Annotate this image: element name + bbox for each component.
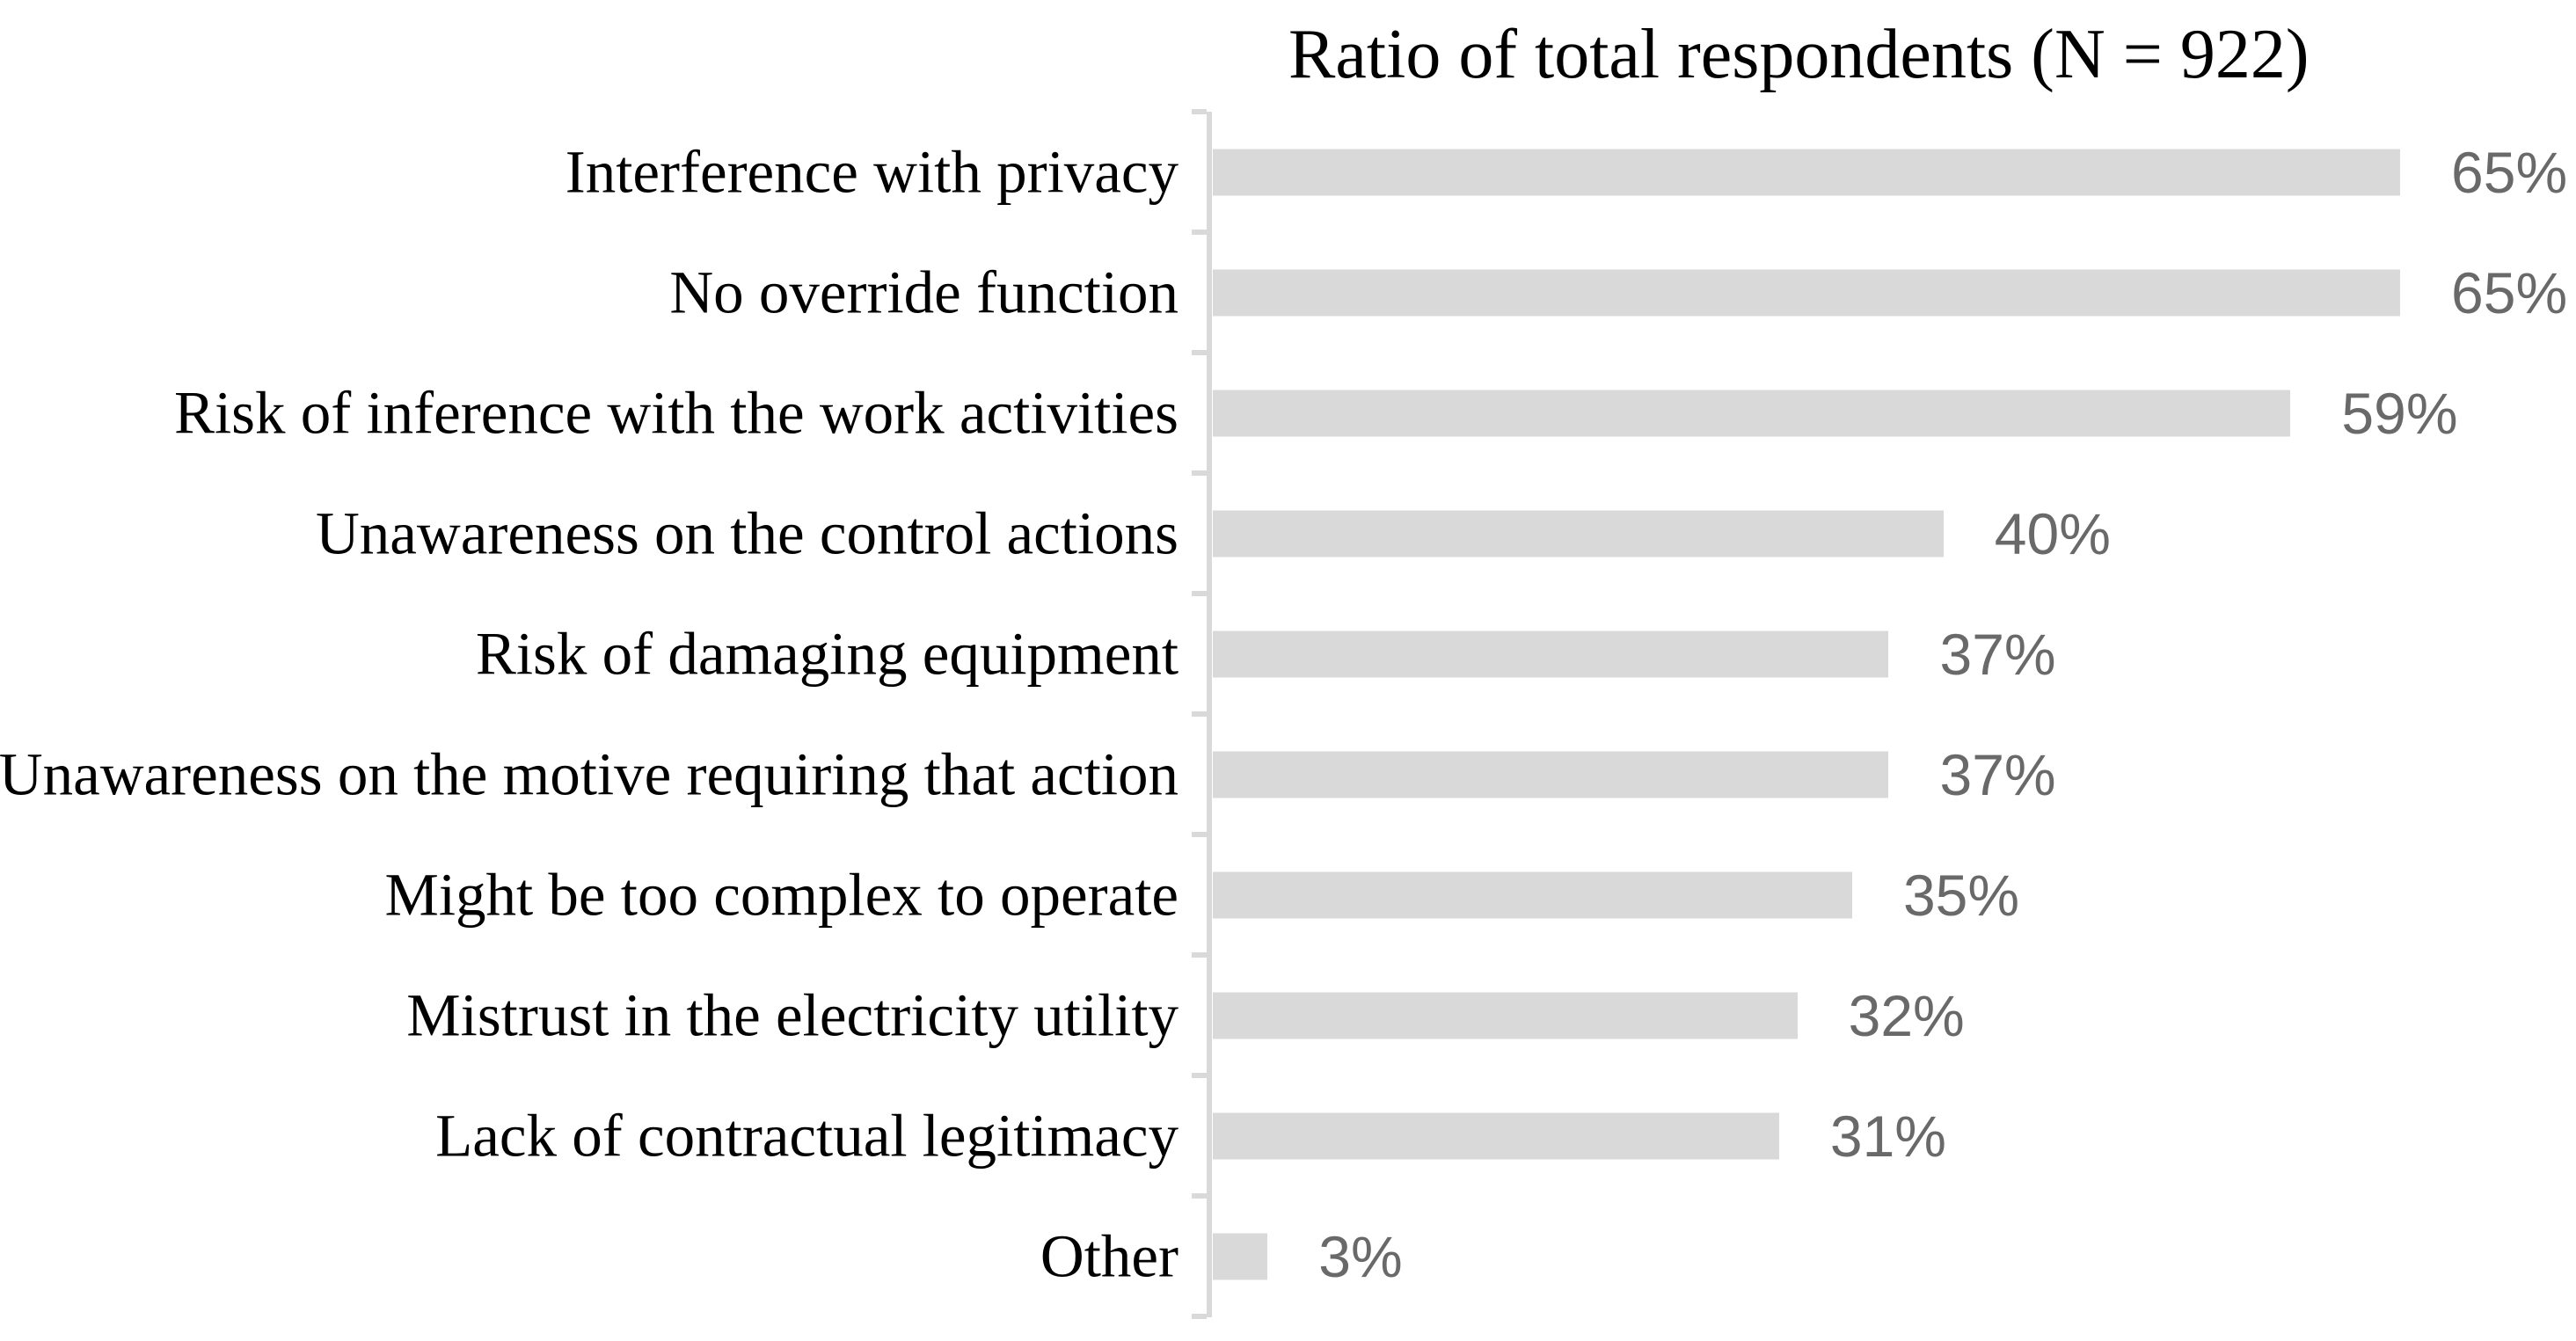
axis-tick — [1192, 711, 1207, 717]
category-label: Interference with privacy — [565, 138, 1179, 205]
bar — [1213, 871, 1852, 918]
chart-row: Lack of contractual legitimacy 31% — [0, 1075, 2576, 1196]
category-label: Risk of damaging equipment — [475, 620, 1179, 687]
category-label: Mistrust in the electricity utility — [406, 981, 1179, 1048]
value-label: 59% — [2341, 380, 2458, 446]
chart-row: Might be too complex to operate 35% — [0, 834, 2576, 955]
axis-tick — [1192, 1193, 1207, 1199]
axis-tick — [1192, 1314, 1207, 1319]
chart-row: Other 3% — [0, 1196, 2576, 1316]
category-label: Might be too complex to operate — [384, 861, 1179, 928]
bar — [1213, 1233, 1268, 1279]
value-label: 37% — [1939, 621, 2056, 687]
bar — [1213, 1112, 1779, 1159]
value-label: 31% — [1829, 1103, 1946, 1169]
y-axis-line — [1207, 112, 1212, 1317]
chart-title: Ratio of total respondents (N = 922) — [1288, 16, 2310, 93]
category-label: Other — [1040, 1222, 1179, 1289]
bar — [1213, 149, 2401, 195]
bar — [1213, 751, 1889, 798]
bar — [1213, 390, 2291, 436]
axis-tick — [1192, 952, 1207, 958]
axis-tick — [1192, 591, 1207, 596]
bar — [1213, 630, 1889, 677]
axis-tick — [1192, 230, 1207, 235]
bar — [1213, 269, 2401, 316]
value-label: 3% — [1318, 1223, 1403, 1289]
chart-row: Unawareness on the control actions 40% — [0, 473, 2576, 594]
bar — [1213, 510, 1944, 557]
axis-tick — [1192, 1073, 1207, 1078]
value-label: 65% — [2451, 139, 2568, 205]
category-label: Risk of inference with the work activiti… — [173, 379, 1179, 446]
plot-area: Interference with privacy 65% No overrid… — [0, 112, 2576, 1316]
chart-row: Unawareness on the motive requiring that… — [0, 714, 2576, 834]
bar — [1213, 992, 1798, 1039]
category-label: No override function — [669, 259, 1179, 325]
axis-tick — [1192, 109, 1207, 114]
value-label: 40% — [1994, 500, 2111, 566]
value-label: 35% — [1902, 862, 2020, 928]
chart-row: Mistrust in the electricity utility 32% — [0, 955, 2576, 1075]
category-label: Lack of contractual legitimacy — [435, 1102, 1179, 1169]
chart-row: Risk of damaging equipment 37% — [0, 594, 2576, 714]
axis-tick — [1192, 470, 1207, 476]
value-label: 32% — [1848, 982, 1965, 1048]
category-label: Unawareness on the control actions — [315, 499, 1179, 566]
chart-row: No override function 65% — [0, 232, 2576, 353]
chart-row: Interference with privacy 65% — [0, 112, 2576, 232]
value-label: 65% — [2451, 259, 2568, 325]
value-label: 37% — [1939, 741, 2056, 807]
axis-tick — [1192, 350, 1207, 355]
axis-tick — [1192, 832, 1207, 837]
chart-row: Risk of inference with the work activiti… — [0, 353, 2576, 473]
category-label: Unawareness on the motive requiring that… — [0, 740, 1179, 807]
